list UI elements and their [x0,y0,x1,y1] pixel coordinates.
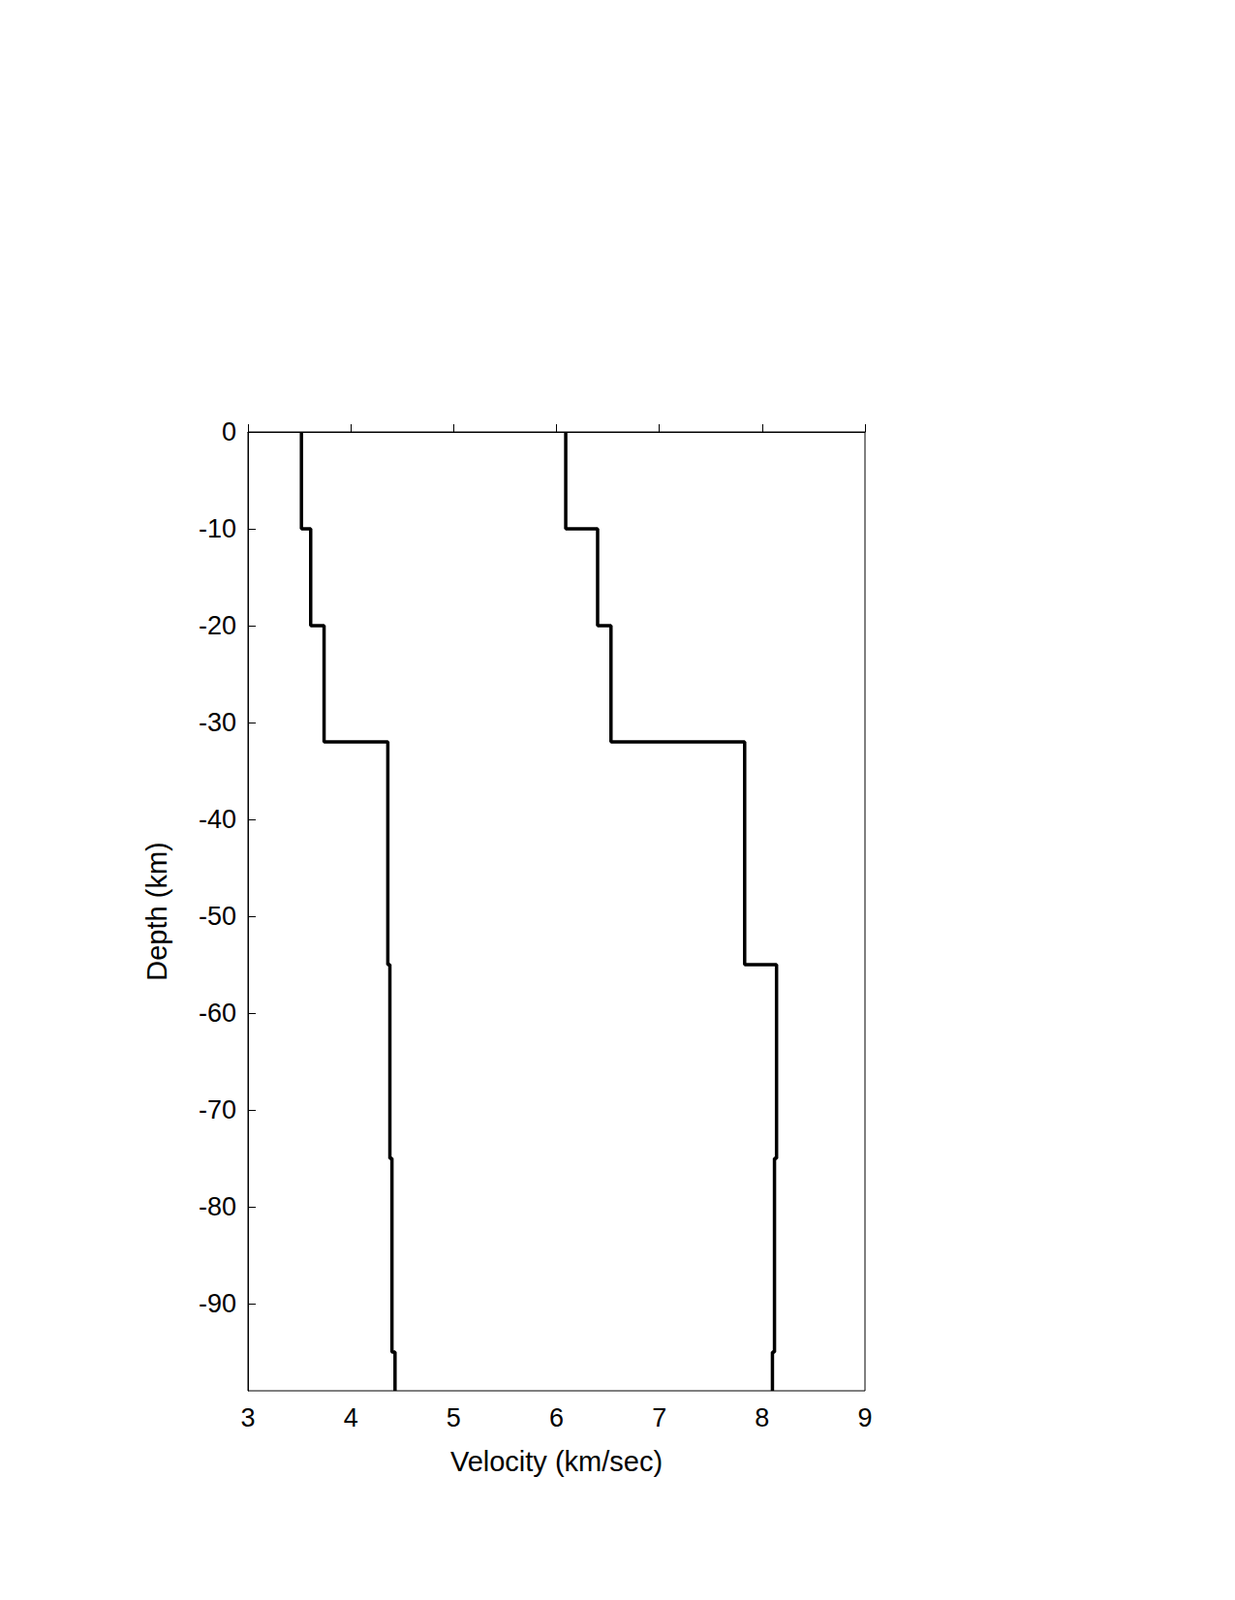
svg-text:-80: -80 [198,1192,237,1222]
svg-text:-50: -50 [198,901,237,931]
svg-text:Velocity (km/sec): Velocity (km/sec) [450,1446,663,1478]
svg-text:-20: -20 [198,611,237,641]
svg-text:3: 3 [240,1403,255,1433]
svg-text:9: 9 [857,1403,872,1433]
svg-text:0: 0 [221,417,237,447]
svg-text:-30: -30 [198,708,237,738]
svg-text:8: 8 [754,1403,770,1433]
svg-text:7: 7 [651,1403,667,1433]
svg-text:5: 5 [446,1403,462,1433]
svg-text:-70: -70 [198,1095,237,1125]
svg-text:-60: -60 [198,998,237,1028]
svg-text:Depth (km): Depth (km) [141,841,173,981]
svg-text:4: 4 [343,1403,359,1433]
svg-text:-40: -40 [198,804,237,834]
svg-text:-90: -90 [198,1289,237,1319]
svg-text:-10: -10 [198,514,237,544]
svg-text:6: 6 [549,1403,564,1433]
